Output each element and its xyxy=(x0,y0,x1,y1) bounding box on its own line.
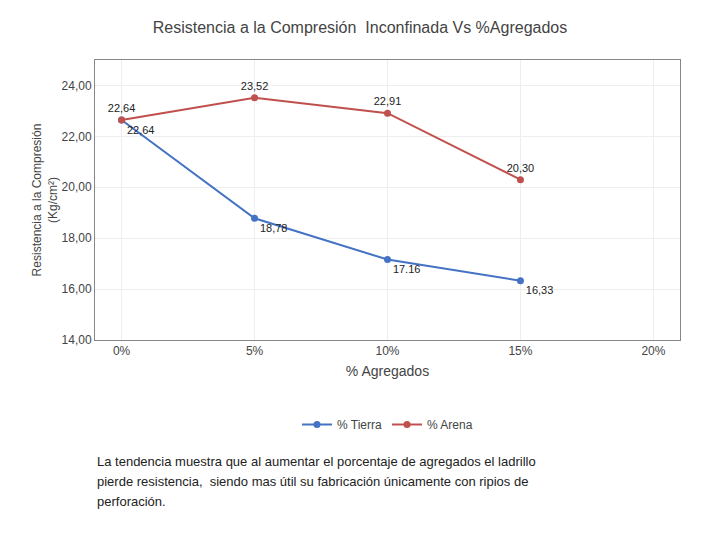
svg-text:24,00: 24,00 xyxy=(62,79,92,93)
svg-text:16,00: 16,00 xyxy=(62,282,92,296)
svg-text:% Arena: % Arena xyxy=(427,418,473,432)
svg-text:14,00: 14,00 xyxy=(62,333,92,347)
svg-text:22,00: 22,00 xyxy=(62,130,92,144)
svg-text:10%: 10% xyxy=(375,344,399,358)
svg-text:20,00: 20,00 xyxy=(62,180,92,194)
svg-text:22,64: 22,64 xyxy=(127,124,155,136)
svg-text:18,78: 18,78 xyxy=(260,222,288,234)
svg-text:18,00: 18,00 xyxy=(62,231,92,245)
svg-text:La tendencia muestra que al au: La tendencia muestra que al aumentar el … xyxy=(97,454,536,469)
svg-text:% Agregados: % Agregados xyxy=(346,363,429,379)
svg-text:15%: 15% xyxy=(508,344,532,358)
svg-text:Resistencia a la Compresión(Kg: Resistencia a la Compresión(Kg/cm²) xyxy=(30,124,60,277)
svg-text:% Tierra: % Tierra xyxy=(337,418,382,432)
svg-text:0%: 0% xyxy=(113,344,131,358)
svg-text:20%: 20% xyxy=(641,344,665,358)
svg-text:22,64: 22,64 xyxy=(108,102,136,114)
svg-text:pierde resistencia, siendo ma: pierde resistencia, siendo mas útil su f… xyxy=(97,474,528,489)
svg-text:23,52: 23,52 xyxy=(241,80,269,92)
svg-text:20,30: 20,30 xyxy=(507,162,535,174)
svg-text:5%: 5% xyxy=(246,344,264,358)
svg-text:17.16: 17.16 xyxy=(393,263,421,275)
svg-text:16,33: 16,33 xyxy=(526,284,554,296)
svg-text:Resistencia a la Compresión I: Resistencia a la Compresión Inconfinada … xyxy=(153,19,567,36)
svg-text:perforación.: perforación. xyxy=(97,494,166,509)
svg-text:22,91: 22,91 xyxy=(374,95,402,107)
